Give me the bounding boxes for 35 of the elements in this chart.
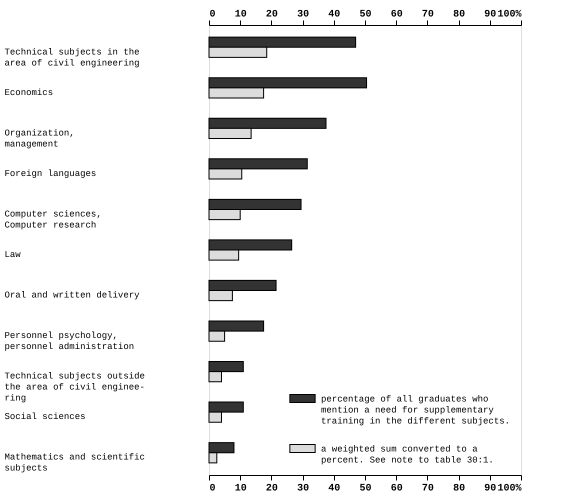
x2-tick-label: 40 [328, 10, 340, 20]
x2-tick-label: 90 [484, 10, 496, 20]
x-tick-label: 0 [210, 484, 216, 494]
x-tick-label: 30 [297, 484, 310, 494]
x2-tick-label: 20 [266, 10, 278, 20]
x2-tick-label: 80 [453, 10, 466, 20]
x-tick-label: 10 [234, 484, 247, 494]
x-tick-label: 40 [328, 484, 340, 494]
x2-tick-label: 50 [359, 10, 372, 20]
y-tick-label: Organization, management [4, 128, 75, 150]
x2-tick-label: 0 [210, 10, 216, 20]
legend-label: a weighted sum converted to a percent. See note to table 30:1. [321, 444, 494, 466]
y-tick-label: Computer sciences, Computer research [4, 209, 102, 230]
y-tick-label: Personnel psychology, personnel administration [4, 331, 134, 352]
x2-tick-label: 30 [297, 10, 310, 20]
y-tick-label: Mathematics and scientific subjects [4, 452, 145, 474]
x2-tick-label: 70 [422, 10, 434, 20]
x2-tick-label: 10 [234, 10, 247, 20]
y-tick-label: Economics [4, 88, 54, 98]
y-tick-label: Social sciences [4, 412, 86, 422]
x-tick-label: 60 [390, 484, 403, 494]
x-tick-label: 70 [422, 484, 434, 494]
x2-tick-label: 60 [390, 10, 403, 20]
x-tick-label: 90 [484, 484, 496, 494]
y-tick-label: Law [4, 250, 22, 260]
y-tick-label: Technical subjects in the area of civil engineering [4, 47, 140, 68]
x-tick-label: 80 [453, 484, 466, 494]
legend-label: percentage of all graduates who mention a need for supplementary training in the different subjects. [321, 394, 510, 426]
x-tick-label: 50 [359, 484, 372, 494]
y-tick-label: Foreign languages [4, 168, 96, 179]
x2-tick-label: 100% [497, 10, 522, 20]
x-tick-label: 20 [266, 484, 278, 494]
y-tick-label: Technical subjects outside the area of civil enginee- ring [4, 372, 145, 404]
y-tick-label: Oral and written delivery [4, 290, 140, 301]
x-tick-label: 100% [497, 484, 522, 494]
